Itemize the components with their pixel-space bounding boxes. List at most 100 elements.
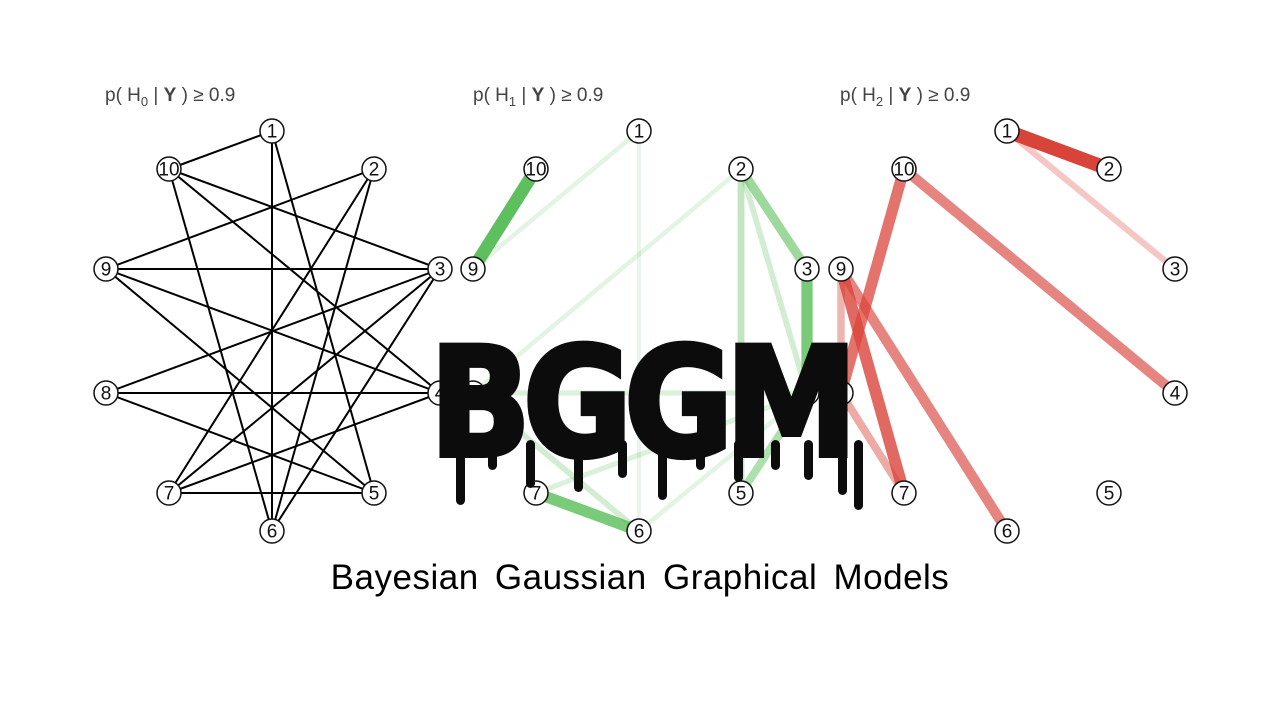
node-circle xyxy=(728,156,754,182)
edge-h2-9-6 xyxy=(836,266,1012,534)
node-label: 7 xyxy=(899,484,910,505)
node-label: 2 xyxy=(369,160,380,181)
node-label: 6 xyxy=(1002,522,1013,543)
node-circle xyxy=(994,518,1020,544)
node-h2-2: 2 xyxy=(1096,156,1122,182)
node-circle xyxy=(460,380,486,406)
node-circle xyxy=(259,518,285,544)
node-h0-1: 1 xyxy=(259,118,285,144)
node-circle xyxy=(891,480,917,506)
node-h2-5: 5 xyxy=(1096,480,1122,506)
edge-h1-7-6 xyxy=(534,487,641,537)
node-circle xyxy=(361,156,387,182)
node-h0-8: 8 xyxy=(93,380,119,406)
logo-drip xyxy=(456,440,465,505)
node-circle xyxy=(891,156,917,182)
logo-text: BGGM xyxy=(430,317,850,491)
network-panel-h0: 1 2 3 4 5 6 7 8 9 10 xyxy=(93,118,453,544)
logo-drip xyxy=(838,440,847,495)
logo-drip xyxy=(696,440,705,470)
edge-h1-1-9 xyxy=(471,129,641,271)
node-circle xyxy=(794,380,820,406)
node-label: 4 xyxy=(1170,384,1181,405)
edge-h0-9-5 xyxy=(105,268,375,494)
node-h2-4: 4 xyxy=(1162,380,1188,406)
node-label: 3 xyxy=(1170,260,1181,281)
edge-h2-10-8 xyxy=(835,167,910,395)
edge-h1-4-6 xyxy=(637,391,809,533)
edge-h2-1-3 xyxy=(1005,128,1177,272)
node-h0-10: 10 xyxy=(156,156,182,182)
node-label: 1 xyxy=(1002,122,1013,143)
node-label: 9 xyxy=(468,260,479,281)
node-label: 10 xyxy=(525,160,546,181)
edge-h0-10-4 xyxy=(168,168,441,394)
node-h2-7: 7 xyxy=(891,480,917,506)
node-h2-10: 10 xyxy=(891,156,917,182)
edge-h0-10-3 xyxy=(168,168,441,270)
logo-drip xyxy=(526,440,535,488)
node-circle xyxy=(156,156,182,182)
node-label: 4 xyxy=(802,384,813,405)
edge-h1-8-6 xyxy=(471,390,641,534)
network-panel-h2: 1 2 3 4 5 6 7 8 9 10 xyxy=(828,118,1188,544)
edge-h0-8-5 xyxy=(105,392,375,494)
node-circle xyxy=(427,256,453,282)
node-circle xyxy=(828,380,854,406)
node-h0-9: 9 xyxy=(93,256,119,282)
node-label: 5 xyxy=(1104,484,1115,505)
logo-drips xyxy=(456,440,863,510)
node-h2-1: 1 xyxy=(994,118,1020,144)
node-label: 3 xyxy=(435,260,446,281)
node-circle xyxy=(828,256,854,282)
logo-drip xyxy=(804,440,813,480)
node-h1-8: 8 xyxy=(460,380,486,406)
node-h1-1: 1 xyxy=(626,118,652,144)
node-h2-3: 3 xyxy=(1162,256,1188,282)
edge-h1-2-4 xyxy=(738,168,810,394)
panel-title-h2: p( H2 | Y ) ≥ 0.9 xyxy=(840,85,970,109)
network-panel-h1: 1 2 3 4 5 6 7 8 9 10 xyxy=(460,118,820,544)
edge-h1-2-3 xyxy=(737,166,811,272)
node-circle xyxy=(626,518,652,544)
node-label: 3 xyxy=(802,260,813,281)
node-h1-4: 4 xyxy=(794,380,820,406)
node-circle xyxy=(994,118,1020,144)
node-label: 5 xyxy=(736,484,747,505)
logo-drip xyxy=(488,440,497,470)
node-circle xyxy=(1162,256,1188,282)
node-circle xyxy=(1096,156,1122,182)
node-h1-6: 6 xyxy=(626,518,652,544)
node-label: 7 xyxy=(164,484,175,505)
edge-h1-10-9 xyxy=(467,165,542,273)
edge-h0-3-7 xyxy=(168,268,441,494)
node-label: 9 xyxy=(836,260,847,281)
node-h1-2: 2 xyxy=(728,156,754,182)
node-h0-7: 7 xyxy=(156,480,182,506)
subtitle: Bayesian Gaussian Graphical Models xyxy=(330,558,950,597)
node-label: 4 xyxy=(435,384,446,405)
node-h2-8: 8 xyxy=(828,380,854,406)
node-circle xyxy=(93,380,119,406)
node-h0-6: 6 xyxy=(259,518,285,544)
node-circle xyxy=(156,480,182,506)
edge-h2-10-4 xyxy=(900,165,1179,397)
logo-drip xyxy=(734,440,743,482)
node-h1-3: 3 xyxy=(794,256,820,282)
node-label: 9 xyxy=(101,260,112,281)
node-label: 5 xyxy=(369,484,380,505)
node-circle xyxy=(1162,380,1188,406)
node-h1-9: 9 xyxy=(460,256,486,282)
node-circle xyxy=(794,256,820,282)
node-circle xyxy=(460,256,486,282)
node-h2-6: 6 xyxy=(994,518,1020,544)
node-label: 1 xyxy=(267,122,278,143)
panel-title-h1: p( H1 | Y ) ≥ 0.9 xyxy=(473,85,603,109)
node-label: 2 xyxy=(736,160,747,181)
node-circle xyxy=(361,480,387,506)
logo-drip xyxy=(658,440,667,500)
logo-drip xyxy=(618,440,627,478)
edge-h0-8-3 xyxy=(105,268,441,394)
node-h0-2: 2 xyxy=(361,156,387,182)
